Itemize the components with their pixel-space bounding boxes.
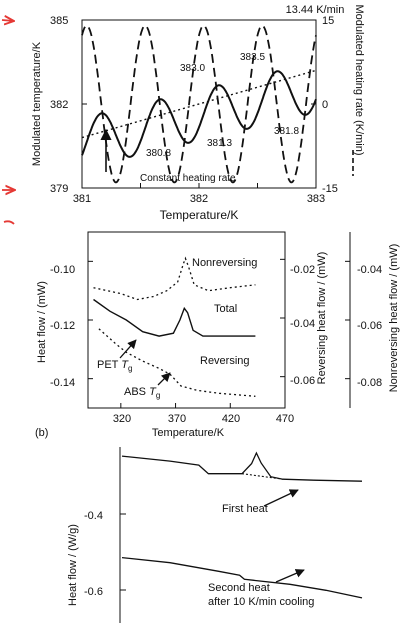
curves-b (94, 258, 256, 396)
label-second-heat-2: after 10 K/min cooling (208, 596, 314, 608)
curves (82, 26, 316, 183)
label-abs-tg: ABS Tg (124, 386, 160, 400)
label-second-heat-1: Second heat (208, 582, 270, 594)
y2-tick-minus0-02: -0.02 (290, 264, 315, 276)
x-tick-420: 420 (222, 413, 240, 425)
x-tick-470: 470 (276, 413, 294, 425)
y2-axis-label-b: Reversing heat flow / (mW) (316, 252, 328, 385)
y-axis-label: Modulated temperature/K (31, 41, 43, 166)
series-modulated-temperature (82, 71, 316, 157)
y3-tick-minus0-06: -0.06 (357, 320, 382, 332)
curves-c (122, 453, 362, 598)
x-axis-label: Temperature/K (160, 208, 239, 222)
arrow-second-heat (276, 570, 304, 582)
y2-tick-0: 0 (322, 99, 328, 111)
y2-axis-label: Modulated heating rate (K/min) (353, 4, 365, 155)
y2-tick-minus0-04: -0.04 (290, 318, 315, 330)
y-axis-label-c: Heat flow / (W/g) (67, 524, 79, 606)
annotation-381-3: 381.3 (207, 138, 232, 149)
label-pet-tg: PET Tg (97, 359, 132, 373)
chart-heat-flow-components: -0.10 -0.12 -0.14 -0.02 -0.04 -0.06 -0.0… (35, 232, 400, 439)
x-tick-382: 382 (190, 193, 208, 205)
annotation-383-0: 383.0 (180, 63, 205, 74)
x-tick-381: 381 (73, 193, 91, 205)
panel-label-b: (b) (35, 427, 48, 439)
y-tick-minus0-6: -0.6 (84, 586, 103, 598)
label-total: Total (214, 303, 237, 315)
y-tick-385: 385 (50, 15, 68, 27)
y3-tick-minus0-08: -0.08 (357, 377, 382, 389)
x-tick-370: 370 (168, 413, 186, 425)
chart-modulated-temperature: 13.44 K/min 385 382 379 15 0 -15 381 382… (2, 4, 365, 224)
chart-first-second-heat: -0.4 -0.6 Heat flow / (W/g) First heat S… (67, 447, 362, 623)
y-tick-minus0-4: -0.4 (84, 510, 103, 522)
label-first-heat: First heat (222, 503, 268, 515)
label-nonreversing: Nonreversing (192, 257, 257, 269)
y-tick-minus0-12: -0.12 (50, 320, 75, 332)
y-tick-379: 379 (50, 183, 68, 195)
y2-tick-15: 15 (322, 15, 334, 27)
y3-axis-label-b: Nonreversing heat flow / (mW) (388, 244, 400, 393)
red-annotation-arrows (2, 20, 15, 224)
label-reversing: Reversing (200, 355, 250, 367)
annotation-383-5: 383.5 (240, 52, 265, 63)
annotation-constant-heating-rate: Constant heating rate (140, 173, 236, 184)
y-tick-minus0-14: -0.14 (50, 377, 75, 389)
series-c-0 (122, 453, 362, 481)
red-mark-tick (4, 221, 14, 224)
y3-tick-minus0-04: -0.04 (357, 264, 382, 276)
y-tick-382: 382 (50, 99, 68, 111)
x-tick-320: 320 (113, 413, 131, 425)
annotation-381-8: 381.8 (274, 126, 299, 137)
y-axis-label-b: Heat flow / (mW) (36, 281, 48, 363)
red-arrow-385 (2, 20, 14, 21)
x-tick-383: 383 (307, 193, 325, 205)
x-axis-label-b: Temperature/K (152, 427, 225, 439)
arrow-first-heat (264, 490, 298, 506)
y-tick-minus0-10: -0.10 (50, 264, 75, 276)
arrow-abs-tg (158, 373, 170, 385)
y2-tick-minus0-06: -0.06 (290, 375, 315, 387)
chart-title: 13.44 K/min (286, 4, 345, 16)
annotation-380-8: 380.8 (146, 148, 171, 159)
